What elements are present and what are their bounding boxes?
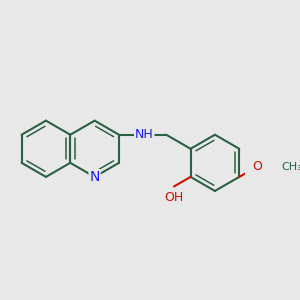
Text: N: N: [89, 170, 100, 184]
Text: CH₃: CH₃: [281, 162, 300, 172]
Text: NH: NH: [135, 128, 154, 141]
Text: OH: OH: [164, 191, 184, 204]
Text: O: O: [252, 160, 262, 173]
